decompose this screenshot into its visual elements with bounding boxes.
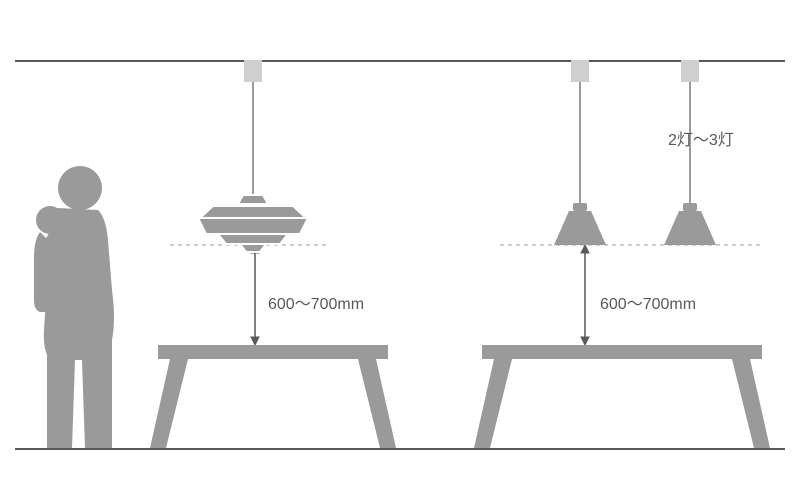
clearance-arrow-right bbox=[581, 245, 589, 345]
clearance-label-left: 600～700mm bbox=[268, 290, 364, 314]
clearance-arrow-left bbox=[251, 245, 259, 345]
lamp-count-label: 2灯～3灯 bbox=[668, 126, 734, 150]
pendant-lamp-ph5 bbox=[198, 60, 308, 252]
diagram-svg bbox=[0, 0, 800, 500]
pendant-lamp-simple-2 bbox=[664, 60, 716, 245]
diagram-canvas: 600～700mm 600～700mm 2灯～3灯 bbox=[0, 0, 800, 500]
person-silhouette bbox=[34, 166, 114, 448]
pendant-lamp-simple-1 bbox=[554, 60, 606, 245]
table-left bbox=[150, 345, 396, 448]
table-right bbox=[474, 345, 770, 448]
clearance-label-right: 600～700mm bbox=[600, 290, 696, 314]
